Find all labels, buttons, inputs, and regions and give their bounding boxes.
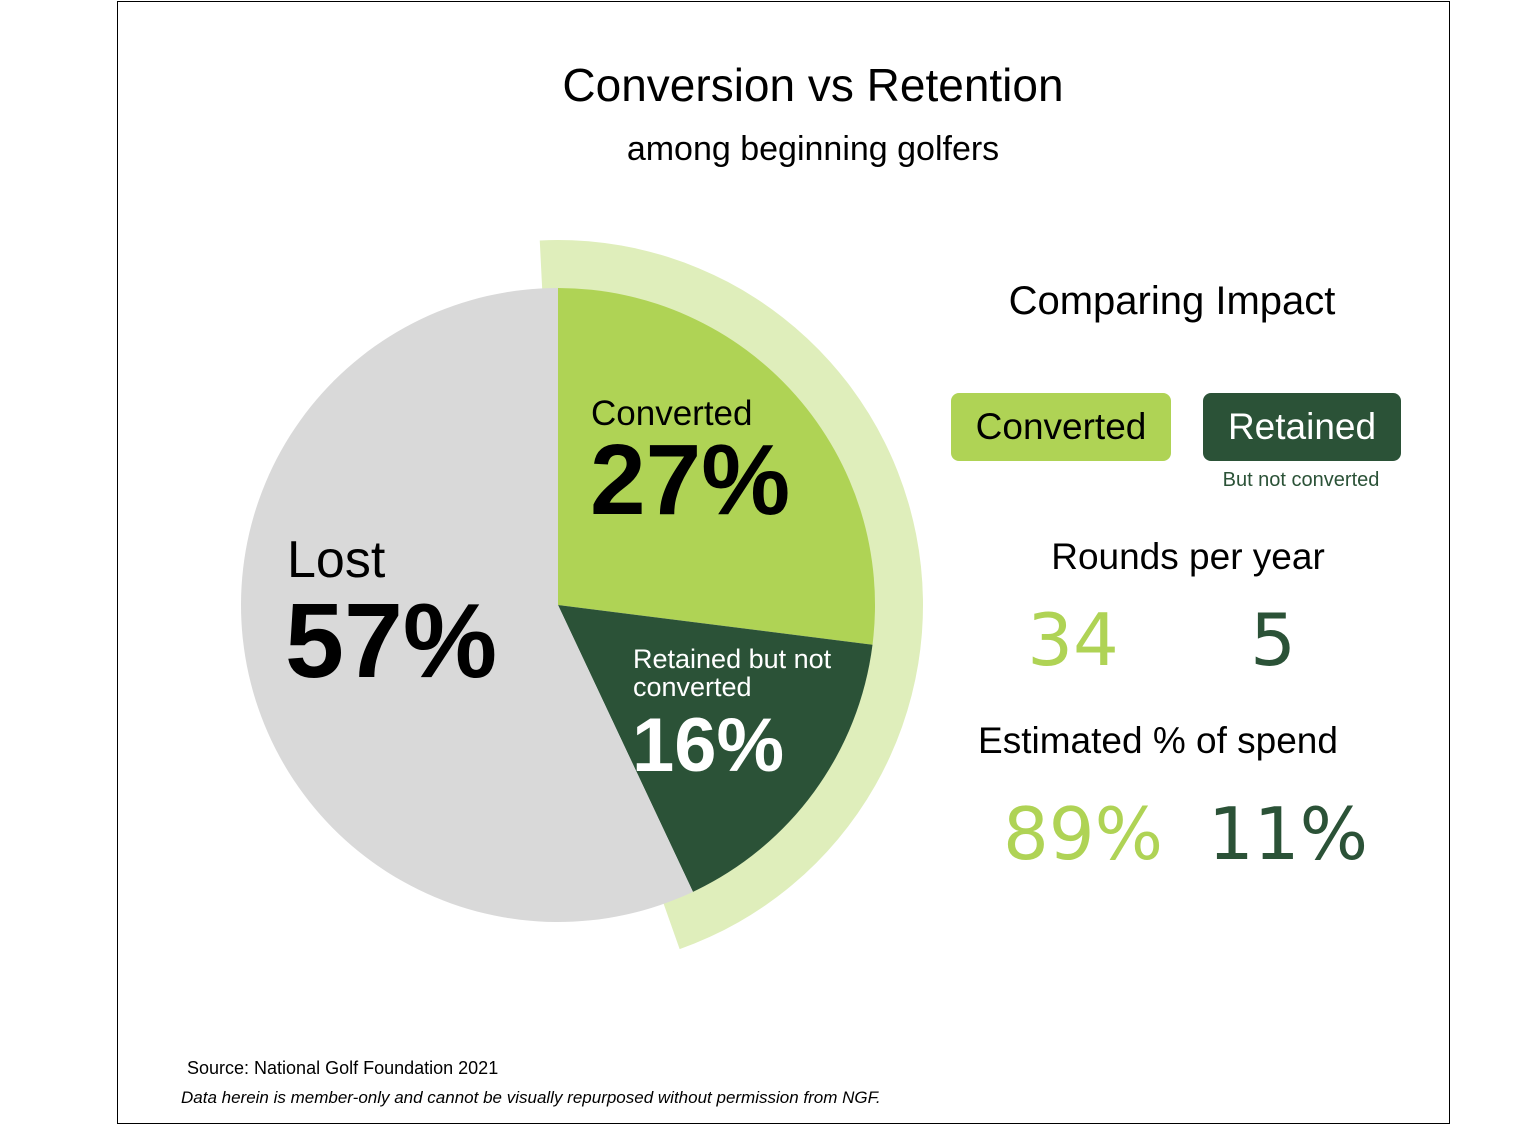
source: Source: National Golf Foundation 2021 [187,1058,499,1078]
subtitle: among beginning golfers [626,130,1000,168]
metric-value: 11% [1207,792,1369,876]
slice-label: Lost [287,531,386,589]
metric-title: Estimated % of spend [978,720,1338,761]
slice-value: 57% [285,582,498,700]
title: Conversion vs Retention [562,59,1064,111]
frame [117,1,1450,1124]
group-label: Retained [1203,393,1401,461]
disclaimer: Data herein is member-only and cannot be… [181,1088,881,1107]
metric-value: 89% [1002,792,1164,876]
pie-slice [558,605,873,892]
pie-slice [241,288,693,922]
slice-label: Retained but not converted [633,644,832,703]
metric-value: 5 [1250,598,1296,682]
slice-value: 27% [590,424,791,536]
metric-value: 34 [1027,598,1119,682]
group-sublabel: But not converted [1222,469,1380,491]
pie-slice [558,288,875,645]
impact-title: Comparing Impact [1008,279,1336,323]
slice-value: 16% [632,703,785,788]
slice-label: Converted [591,394,753,433]
group-label: Converted [951,393,1171,461]
metric-title: Rounds per year [1051,536,1325,577]
